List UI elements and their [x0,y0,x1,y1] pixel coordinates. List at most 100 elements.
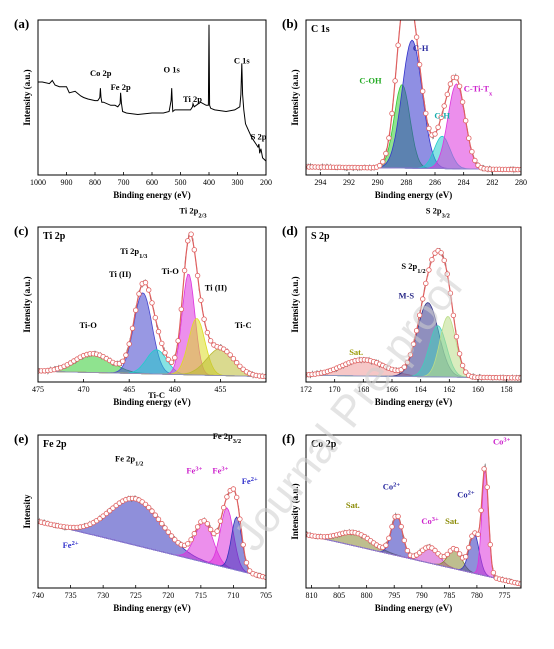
peak-annotation: Co2+ [383,481,401,492]
fit-point-marker [444,271,450,277]
fit-point-marker [240,542,246,548]
background-line [306,534,521,585]
x-tick-label: 900 [61,178,73,187]
component-peak-1 [306,39,521,170]
fit-point-marker [126,341,132,347]
x-tick-label: 170 [329,385,341,394]
x-tick-label: 460 [169,385,181,394]
fit-point-marker [478,507,484,514]
fit-point-marker [188,231,194,237]
peak-annotation: Ti 2p1/3 [120,246,148,260]
fit-point-marker [395,513,401,520]
x-tick-label: 172 [300,385,312,394]
fit-point-marker [472,157,478,164]
fit-point-marker [401,364,407,370]
x-axis-label: Binding energy (eV) [375,397,453,407]
fit-point-marker [204,521,211,527]
x-tick-label: 720 [162,591,174,600]
y-axis-label: Intensity (a.u.) [290,483,300,539]
fit-point-marker [450,312,457,319]
peak-annotation: Sat. [349,347,363,357]
fit-point-marker [441,103,447,109]
axes-frame [37,434,267,589]
peak-annotation: Fe 2p1/2 [115,454,143,468]
fit-point-marker [432,547,438,554]
fit-point-marker [181,267,188,274]
x-tick-label: 465 [123,385,135,394]
fit-point-marker [453,334,460,340]
fit-point-marker [119,358,126,364]
fit-point-marker [263,373,266,380]
fit-point-marker [123,352,129,358]
fit-point-marker [518,581,521,587]
x-axis-label: Binding energy (eV) [113,603,191,613]
fit-point-marker [142,279,149,286]
x-tick-label: 290 [372,178,384,187]
fit-point-marker [383,150,389,157]
fit-point-marker [469,148,475,155]
fit-point-marker [447,290,454,296]
x-tick-label: 810 [306,591,318,600]
x-tick-label: 162 [443,385,455,394]
fit-point-marker [233,494,240,501]
plot-area [38,486,266,581]
x-tick-label: 500 [175,178,187,187]
peak-annotation: Sat. [346,500,360,510]
fit-point-marker [165,529,171,535]
survey-spectrum-line [38,24,266,162]
peak-annotation: Co3+ [421,516,439,527]
fit-point-marker [435,124,441,130]
panel-subtitle: Co 2p [311,439,337,450]
fit-point-marker [426,267,432,273]
peak-annotation: O 1s [164,65,181,75]
panel-f: 810 805 800 795 790 785 780 775 Binding energy (… [282,431,522,613]
axes-frame [305,434,522,589]
x-tick-label: 166 [386,385,398,394]
x-tick-label: 730 [97,591,109,600]
x-tick-label: 280 [515,178,527,187]
x-axis-label: Binding energy (eV) [375,190,453,200]
x-tick-label: 300 [232,178,244,187]
panel-letter: (f) [282,431,295,446]
fit-point-marker [429,257,435,263]
fit-point-marker [463,117,469,124]
fit-point-marker [159,340,165,347]
y-axis-label: Intensity (a.u.) [22,276,32,332]
fit-point-marker [233,359,240,366]
panel-b: 294 292 290 288 286 284 282 280 Binding energy (… [282,16,527,200]
fit-point-marker [224,348,230,355]
peak-annotation: Co2+ [457,489,475,500]
fit-point-marker [518,166,521,173]
x-axis-label: Binding energy (eV) [375,603,453,613]
x-tick-label: 1000 [30,178,46,187]
fit-point-marker [201,518,207,524]
fit-point-marker [459,362,466,369]
fit-point-marker [198,297,204,303]
fit-point-marker [404,359,411,366]
x-tick-label: 292 [343,178,355,187]
background-line [38,370,266,378]
x-tick-label: 800 [89,178,101,187]
fit-point-marker [386,135,392,141]
fit-point-marker [188,537,194,543]
x-tick-label: 600 [146,178,158,187]
fit-point-marker [155,328,162,335]
peak-annotation: Sat. [445,516,459,526]
fit-point-marker [227,352,233,358]
x-tick-label: 168 [357,385,369,394]
fit-point-marker [423,110,429,117]
fit-point-marker [426,125,432,132]
panel-a: 1000 900 800 700 600 500 400 300 200 Binding ener… [14,16,272,200]
background-line [38,521,266,578]
fit-point-marker [224,494,230,500]
fit-point-marker [438,250,444,256]
fit-point-marker [395,42,401,48]
fit-point-marker [129,325,136,331]
fit-point-marker [444,551,450,558]
peak-annotation: Ti (II) [205,282,227,292]
fit-point-marker [490,570,497,576]
plot-area [306,463,521,587]
fit-point-marker [389,524,395,530]
fit-point-marker [142,501,149,508]
